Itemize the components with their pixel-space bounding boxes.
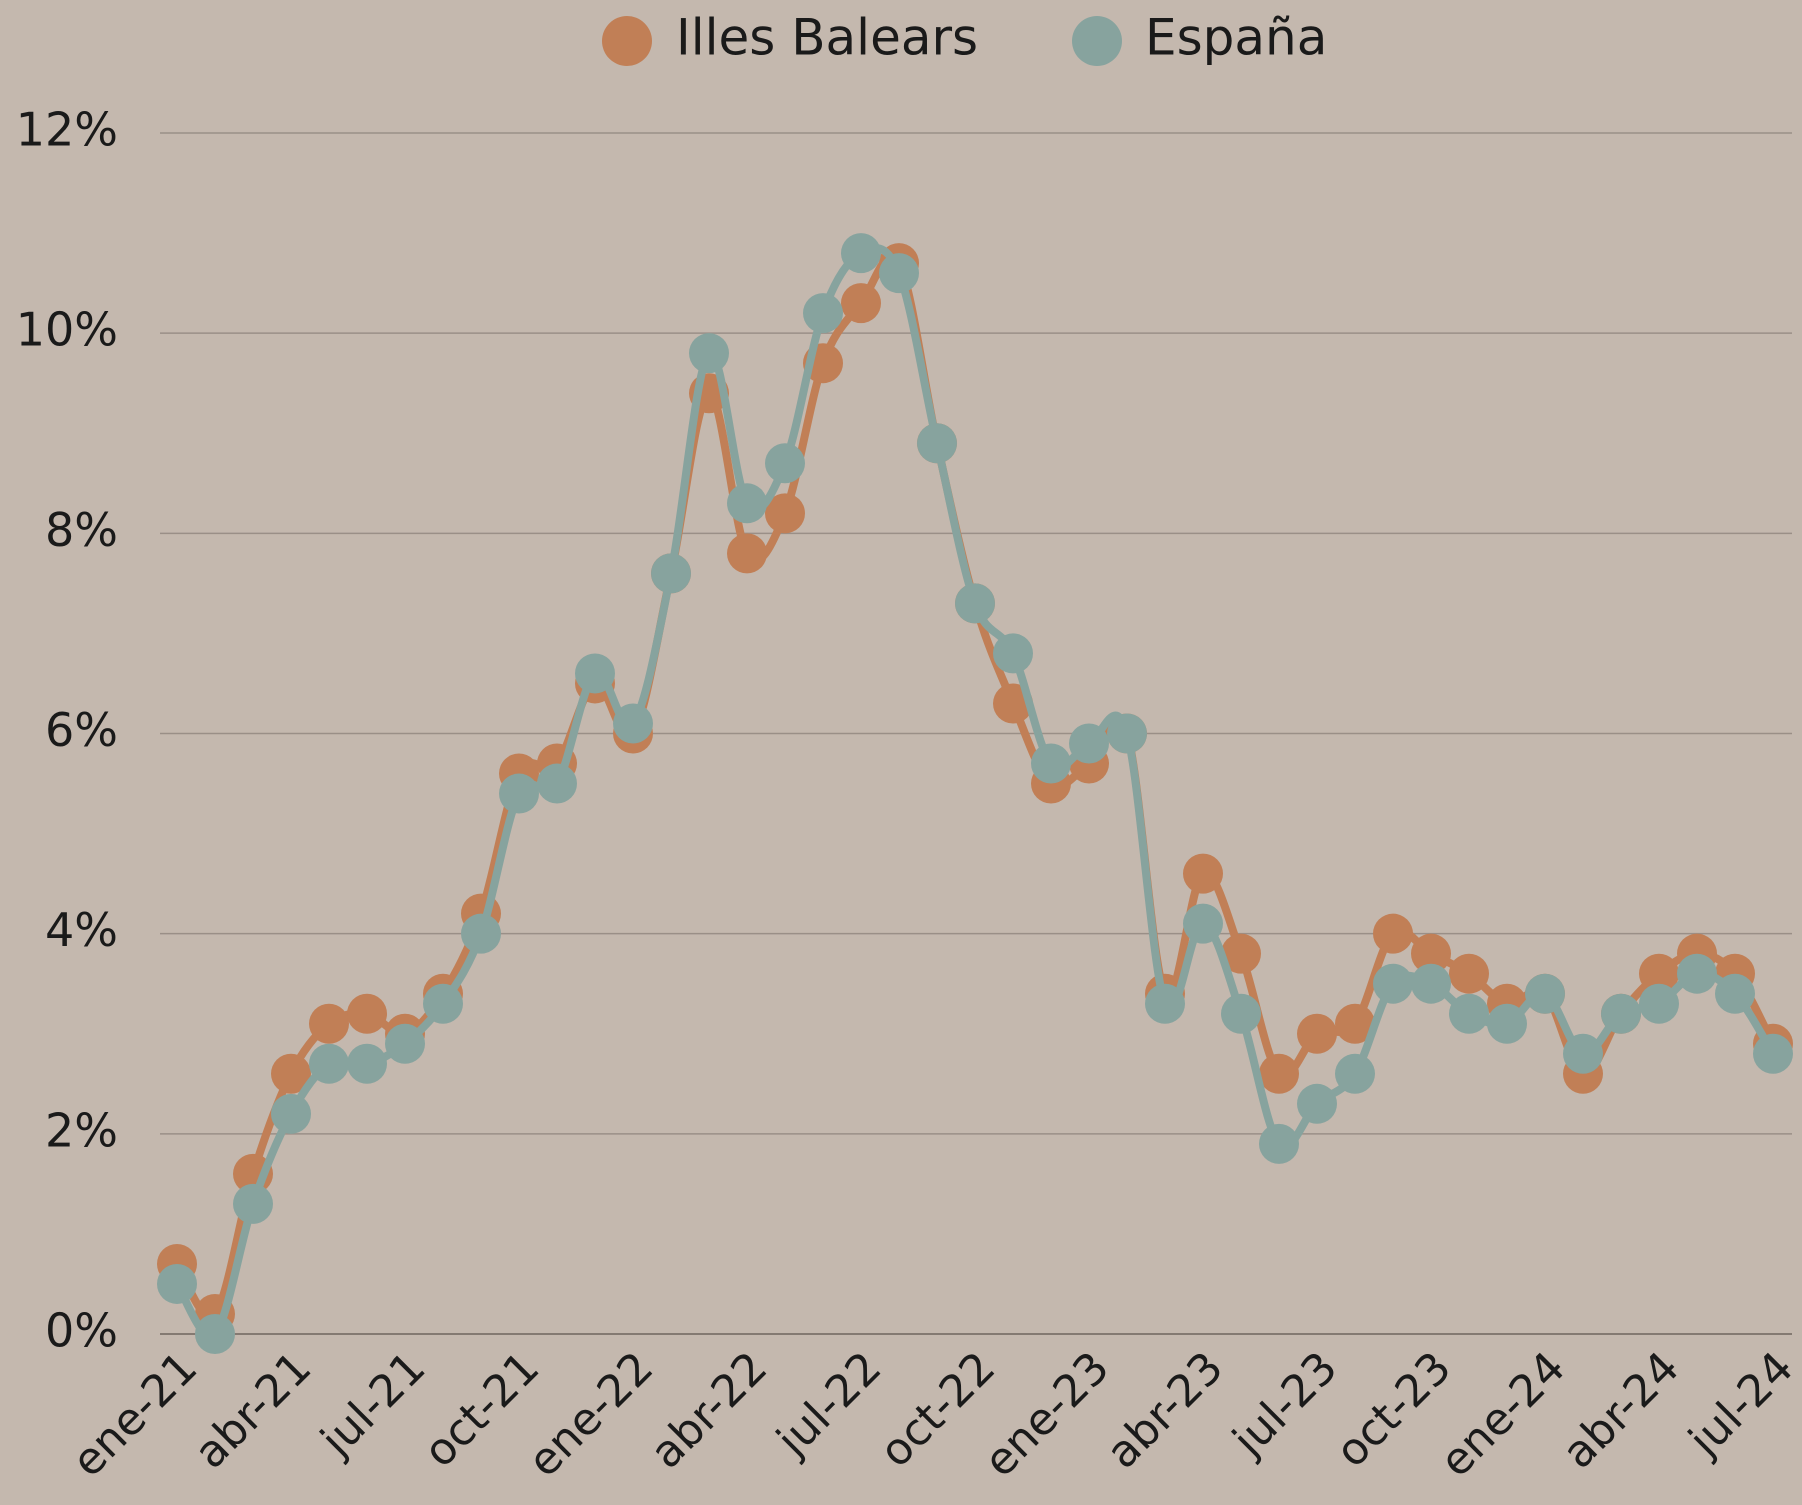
marker <box>347 1043 387 1084</box>
marker <box>879 253 919 294</box>
marker <box>1031 743 1071 784</box>
marker <box>423 983 463 1024</box>
marker <box>917 423 957 464</box>
marker <box>271 1053 311 1094</box>
marker <box>1487 1003 1527 1044</box>
marker <box>1221 993 1261 1034</box>
line <box>173 252 1777 1321</box>
marker <box>309 1043 349 1084</box>
marker <box>1373 913 1413 954</box>
marker <box>461 913 501 954</box>
marker <box>537 763 577 804</box>
marker <box>1297 1013 1337 1054</box>
marker <box>195 1314 235 1354</box>
marker <box>1601 993 1641 1034</box>
marker <box>1715 973 1755 1014</box>
marker <box>1411 933 1451 974</box>
marker <box>1411 963 1451 1004</box>
marker <box>1221 933 1261 974</box>
x-tick-label: jul-23 <box>1223 1342 1348 1467</box>
marker <box>1449 993 1489 1034</box>
y-tick-label: 12% <box>16 103 118 157</box>
marker <box>955 583 995 624</box>
x-tick-label: jul-22 <box>767 1342 892 1467</box>
marker <box>499 773 539 814</box>
y-tick-label: 6% <box>45 703 118 757</box>
marker <box>993 633 1033 674</box>
marker <box>765 443 805 484</box>
marker <box>803 293 843 334</box>
x-tick-label: ene-22 <box>518 1342 663 1487</box>
marker <box>347 993 387 1034</box>
marker <box>1297 1083 1337 1124</box>
marker <box>1449 953 1489 994</box>
marker <box>1069 723 1109 764</box>
marker <box>1677 953 1717 994</box>
legend-label: España <box>1145 9 1327 67</box>
x-tick-label: ene-23 <box>974 1342 1119 1487</box>
x-tick-label: ene-21 <box>62 1342 207 1487</box>
marker <box>841 233 881 274</box>
marker <box>689 333 729 374</box>
marker <box>1639 983 1679 1024</box>
marker <box>1145 983 1185 1024</box>
marker <box>1259 1123 1299 1164</box>
legend-marker <box>1072 16 1122 66</box>
marker <box>1259 1053 1299 1094</box>
legend-marker <box>602 16 652 66</box>
marker <box>1753 1033 1793 1074</box>
marker <box>841 283 881 324</box>
marker <box>157 1263 197 1304</box>
marker <box>233 1183 273 1224</box>
y-tick-label: 0% <box>45 1304 118 1358</box>
marker <box>271 1093 311 1134</box>
marker <box>1335 1053 1375 1094</box>
marker <box>1183 903 1223 944</box>
x-tick-label: ene-24 <box>1430 1342 1575 1487</box>
marker <box>385 1023 425 1064</box>
y-tick-label: 8% <box>45 503 118 557</box>
x-tick-label: jul-24 <box>1679 1342 1802 1467</box>
marker <box>1107 713 1147 754</box>
marker <box>1183 853 1223 894</box>
marker <box>727 483 767 524</box>
marker <box>765 493 805 534</box>
marker <box>727 533 767 574</box>
y-tick-label: 4% <box>45 903 118 957</box>
legend-label: Illes Balears <box>676 9 978 67</box>
y-tick-label: 10% <box>16 303 118 357</box>
x-tick-label: abr-23 <box>1097 1342 1234 1479</box>
marker <box>1373 963 1413 1004</box>
marker <box>1525 973 1565 1014</box>
x-tick-label: abr-21 <box>185 1342 322 1479</box>
x-tick-label: jul-21 <box>311 1342 436 1467</box>
series <box>157 233 1793 1354</box>
marker <box>1639 953 1679 994</box>
x-tick-label: abr-22 <box>641 1342 778 1479</box>
marker <box>309 1003 349 1044</box>
y-tick-label: 2% <box>45 1103 118 1157</box>
marker <box>651 553 691 594</box>
series <box>157 243 1793 1334</box>
marker <box>1335 1003 1375 1044</box>
marker <box>575 653 615 694</box>
marker <box>1563 1033 1603 1074</box>
line <box>173 244 1777 1341</box>
x-tick-label: abr-24 <box>1553 1342 1690 1479</box>
marker <box>613 703 653 744</box>
